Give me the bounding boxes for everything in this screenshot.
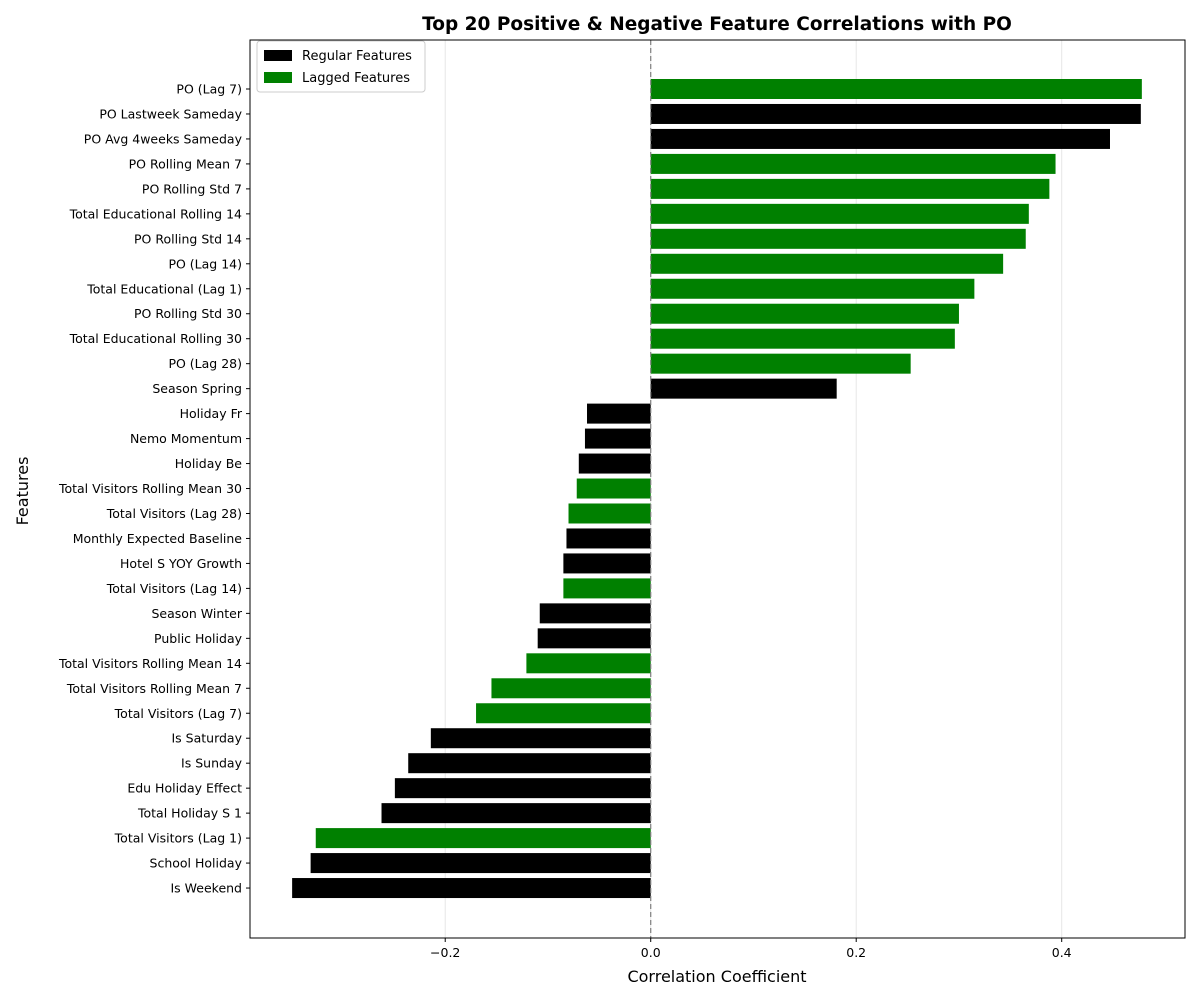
y-tick-label: Total Holiday S 1 <box>137 806 242 821</box>
bar <box>650 253 1004 274</box>
bar <box>650 178 1050 199</box>
x-tick-label: 0.4 <box>1052 945 1072 960</box>
bar <box>650 103 1141 124</box>
bar <box>650 153 1056 174</box>
y-tick-label: Holiday Fr <box>180 406 243 421</box>
y-tick-label: Total Educational (Lag 1) <box>86 281 242 296</box>
bar <box>408 753 651 774</box>
bar <box>539 603 651 624</box>
y-tick-label: Season Spring <box>152 381 242 396</box>
bar <box>292 878 651 899</box>
y-tick-label: Total Visitors Rolling Mean 7 <box>66 681 242 696</box>
bar <box>650 328 955 349</box>
y-tick-label: Is Saturday <box>171 731 242 746</box>
legend-swatch-lagged <box>264 72 292 83</box>
legend-label-lagged: Lagged Features <box>302 71 410 86</box>
y-tick-label: PO (Lag 14) <box>168 256 242 271</box>
bar <box>476 703 651 724</box>
bar <box>578 453 651 474</box>
bar <box>650 278 975 299</box>
legend-label-regular: Regular Features <box>302 49 412 64</box>
y-tick-label: PO Rolling Std 7 <box>142 181 242 196</box>
y-tick-label: Season Winter <box>151 606 242 621</box>
x-axis-ticks: −0.2 0.0 0.2 0.4 <box>430 938 1072 960</box>
bar <box>650 303 959 324</box>
y-tick-label: Total Visitors (Lag 7) <box>114 706 242 721</box>
y-tick-label: Total Educational Rolling 30 <box>69 331 242 346</box>
bar <box>394 778 651 799</box>
y-tick-label: PO (Lag 28) <box>168 356 242 371</box>
y-tick-label: Hotel S YOY Growth <box>120 556 242 571</box>
legend: Regular Features Lagged Features <box>256 40 426 93</box>
bar <box>650 353 911 374</box>
x-tick-label: −0.2 <box>430 945 460 960</box>
bar <box>568 503 651 524</box>
bar <box>315 828 651 849</box>
y-tick-label: Total Visitors Rolling Mean 14 <box>58 656 242 671</box>
bar <box>563 553 651 574</box>
bar <box>491 678 651 699</box>
bar <box>576 478 651 499</box>
y-tick-label: PO Lastweek Sameday <box>99 106 242 121</box>
y-tick-label: School Holiday <box>150 856 243 871</box>
y-tick-label: Edu Holiday Effect <box>127 781 242 796</box>
legend-box <box>256 40 426 93</box>
chart-title: Top 20 Positive & Negative Feature Corre… <box>422 14 1012 35</box>
bar <box>563 578 651 599</box>
y-tick-label: Total Educational Rolling 14 <box>69 206 242 221</box>
y-tick-label: Public Holiday <box>154 631 243 646</box>
bar <box>650 79 1142 99</box>
y-tick-label: Total Visitors (Lag 1) <box>114 831 242 846</box>
bar <box>650 128 1110 149</box>
y-tick-label: Nemo Momentum <box>130 431 242 446</box>
y-tick-label: PO Rolling Mean 7 <box>129 156 242 171</box>
bar <box>650 378 837 399</box>
y-tick-label: Total Visitors Rolling Mean 30 <box>58 481 242 496</box>
y-tick-label: Is Sunday <box>181 756 243 771</box>
bars <box>292 79 1142 899</box>
y-tick-label: PO Avg 4weeks Sameday <box>84 131 243 146</box>
bar <box>537 628 651 649</box>
y-tick-label: Total Visitors (Lag 28) <box>106 506 242 521</box>
bar <box>650 203 1029 224</box>
x-tick-label: 0.0 <box>641 945 661 960</box>
y-tick-label: Holiday Be <box>175 456 243 471</box>
bar <box>650 228 1026 249</box>
x-axis-title: Correlation Coefficient <box>627 967 806 986</box>
bar <box>566 528 651 549</box>
y-tick-label: PO (Lag 7) <box>176 82 242 97</box>
bar <box>587 403 651 424</box>
y-tick-label: PO Rolling Std 30 <box>134 306 242 321</box>
y-axis-ticks: PO (Lag 7) PO Lastweek Sameday PO Avg 4wee… <box>58 82 250 896</box>
y-tick-label: Monthly Expected Baseline <box>73 531 243 546</box>
y-tick-label: PO Rolling Std 14 <box>134 231 242 246</box>
bar <box>310 853 651 874</box>
bar <box>430 728 651 749</box>
bar <box>381 803 651 824</box>
y-tick-label: Is Weekend <box>170 881 242 896</box>
bar <box>526 653 651 674</box>
legend-swatch-regular <box>264 50 292 61</box>
y-axis-title: Features <box>13 457 32 526</box>
bar <box>584 428 651 449</box>
y-tick-label: Total Visitors (Lag 14) <box>106 581 242 596</box>
x-tick-label: 0.2 <box>846 945 866 960</box>
